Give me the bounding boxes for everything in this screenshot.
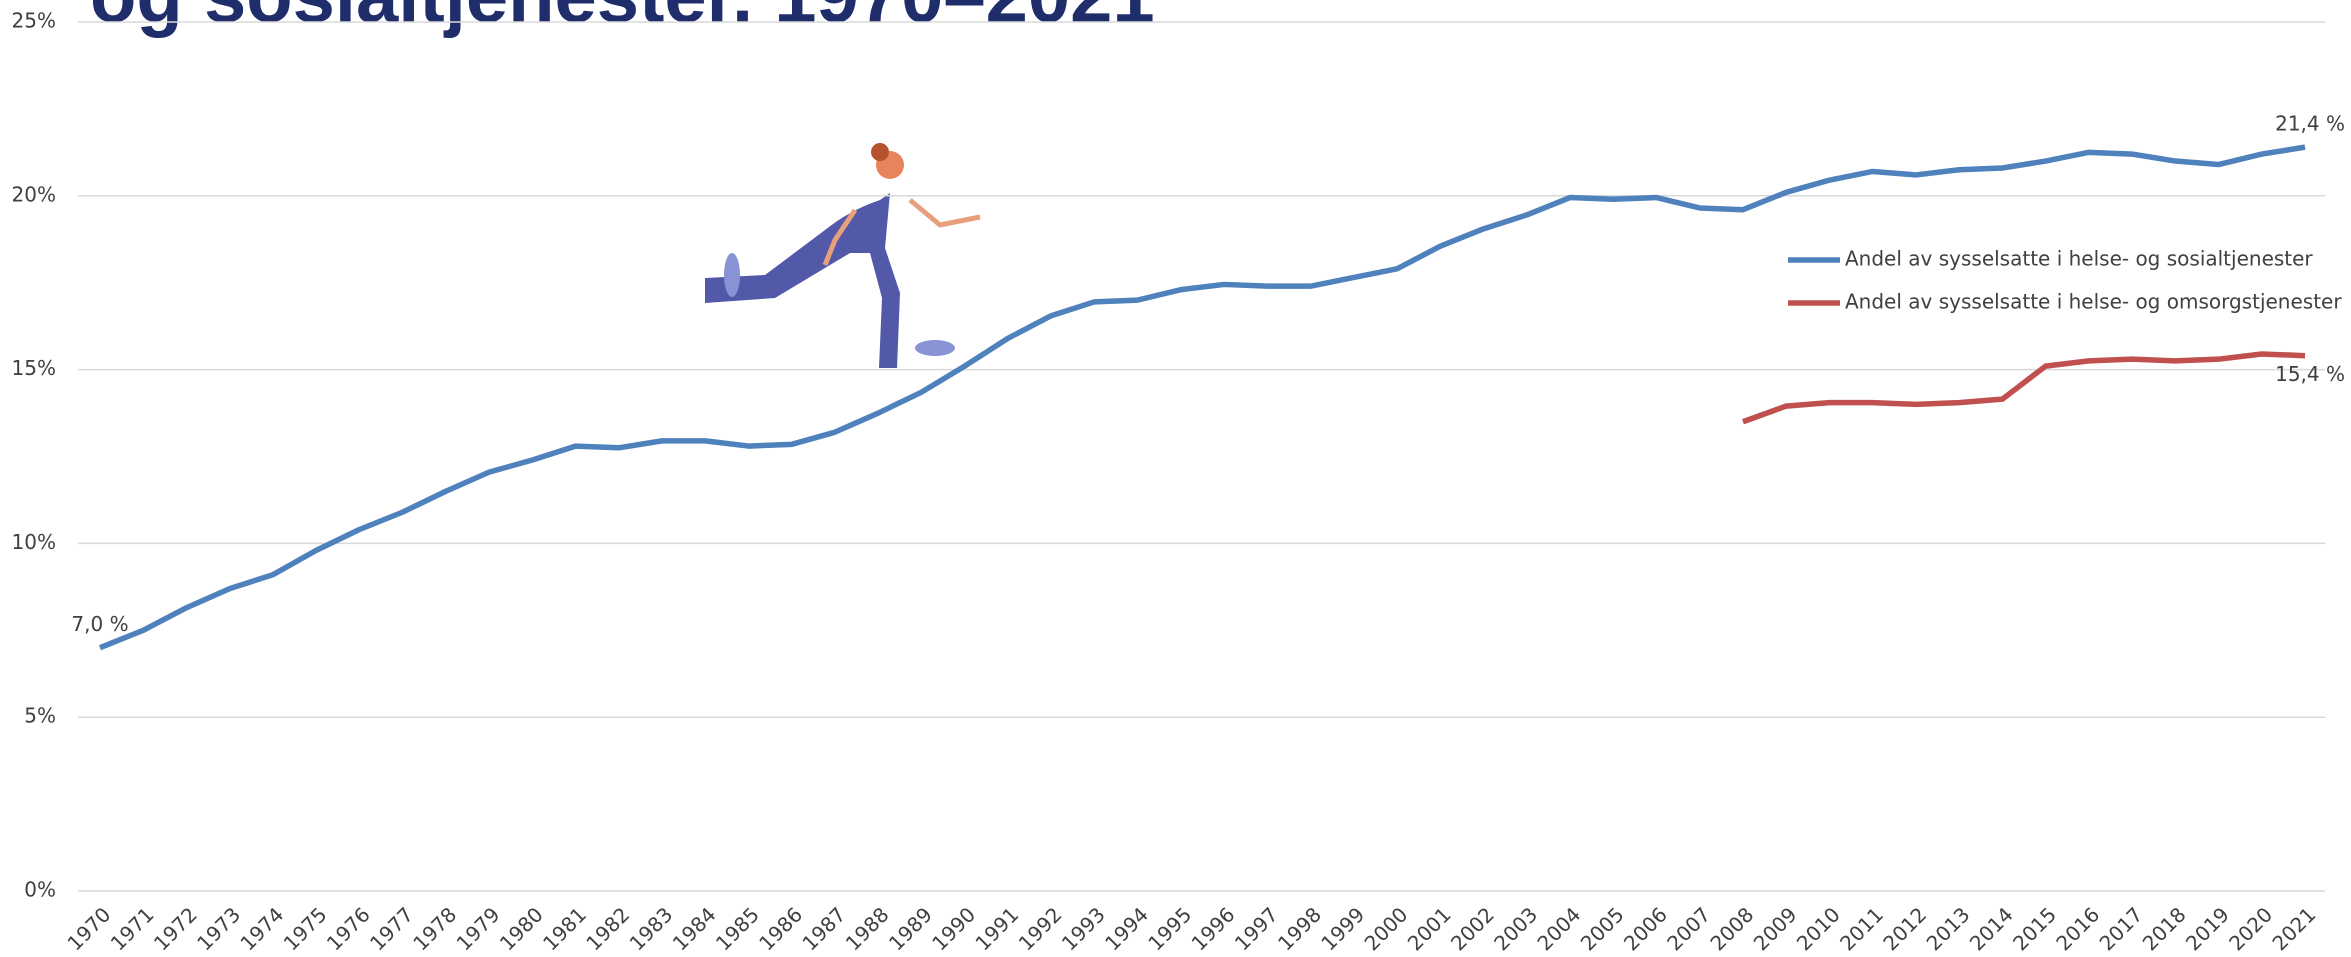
x-tick-label: 1987 [797, 902, 850, 955]
x-tick-label: 1990 [927, 902, 980, 955]
x-tick-label: 1972 [149, 902, 202, 955]
x-tick-label: 2009 [1749, 902, 1802, 955]
x-tick-label: 2000 [1360, 902, 1413, 955]
y-tick-label: 25% [12, 9, 56, 33]
x-tick-label: 1981 [538, 902, 591, 955]
x-tick-label: 2019 [2181, 902, 2234, 955]
legend-label: Andel av sysselsatte i helse- og sosialt… [1845, 247, 2313, 271]
chart-title: og sosialtjenester. 1970–2021 [90, 0, 1155, 39]
data-label: 21,4 % [2275, 112, 2345, 136]
x-tick-label: 2002 [1446, 902, 1499, 955]
x-tick-label: 1994 [1100, 902, 1153, 955]
x-tick-label: 1976 [322, 902, 375, 955]
x-tick-label: 1982 [581, 902, 634, 955]
x-tick-label: 1980 [495, 902, 548, 955]
x-tick-label: 2003 [1489, 902, 1542, 955]
x-tick-label: 2012 [1878, 902, 1931, 955]
x-tick-label: 1973 [192, 902, 245, 955]
x-tick-label: 1977 [365, 902, 418, 955]
x-tick-label: 1998 [1273, 902, 1326, 955]
chart: og sosialtjenester. 1970–2021 0% 5% 10% 15%… [0, 0, 2351, 957]
x-tick-label: 1988 [841, 902, 894, 955]
x-tick-label: 1975 [279, 902, 332, 955]
x-tick-label: 1978 [408, 902, 461, 955]
y-tick-label: 0% [24, 878, 56, 902]
x-tick-label: 2001 [1403, 902, 1456, 955]
data-label: 15,4 % [2275, 362, 2345, 386]
x-tick-label: 1999 [1316, 902, 1369, 955]
x-tick-label: 2015 [2008, 902, 2061, 955]
x-tick-label: 1989 [884, 902, 937, 955]
y-tick-label: 15% [12, 356, 56, 380]
x-tick-label: 2011 [1835, 902, 1888, 955]
x-tick-label: 1979 [452, 902, 505, 955]
x-tick-label: 2016 [2051, 902, 2104, 955]
x-tick-label: 2006 [1619, 902, 1672, 955]
data-label: 7,0 % [71, 612, 128, 636]
x-tick-label: 2017 [2095, 902, 2148, 955]
x-tick-label: 2021 [2267, 902, 2320, 955]
x-tick-label: 1984 [668, 902, 721, 955]
x-tick-label: 1985 [711, 902, 764, 955]
x-tick-label: 2004 [1532, 902, 1585, 955]
y-tick-label: 20% [12, 182, 56, 206]
y-tick-label: 10% [12, 530, 56, 554]
x-tick-label: 1992 [1014, 902, 1067, 955]
x-tick-label: 2020 [2224, 902, 2277, 955]
x-tick-label: 1974 [235, 902, 288, 955]
runner-illustration [705, 143, 980, 368]
x-tick-label: 1993 [1057, 902, 1110, 955]
x-tick-label: 1996 [1187, 902, 1240, 955]
x-tick-label: 1986 [754, 902, 807, 955]
y-tick-label: 5% [24, 704, 56, 728]
x-tick-label: 1991 [970, 902, 1023, 955]
data-line [1743, 354, 2305, 422]
x-tick-label: 1983 [625, 902, 678, 955]
x-tick-label: 1995 [1143, 902, 1196, 955]
x-tick-label: 2018 [2138, 902, 2191, 955]
x-tick-label: 2010 [1792, 902, 1845, 955]
x-tick-label: 2013 [1922, 902, 1975, 955]
x-tick-label: 2007 [1662, 902, 1715, 955]
x-tick-label: 1971 [106, 902, 159, 955]
legend-label: Andel av sysselsatte i helse- og omsorgs… [1845, 290, 2342, 314]
data-line [100, 147, 2305, 648]
x-tick-label: 1970 [62, 902, 115, 955]
x-tick-label: 2008 [1705, 902, 1758, 955]
x-tick-label: 2005 [1576, 902, 1629, 955]
x-tick-label: 1997 [1230, 902, 1283, 955]
x-tick-label: 2014 [1965, 902, 2018, 955]
